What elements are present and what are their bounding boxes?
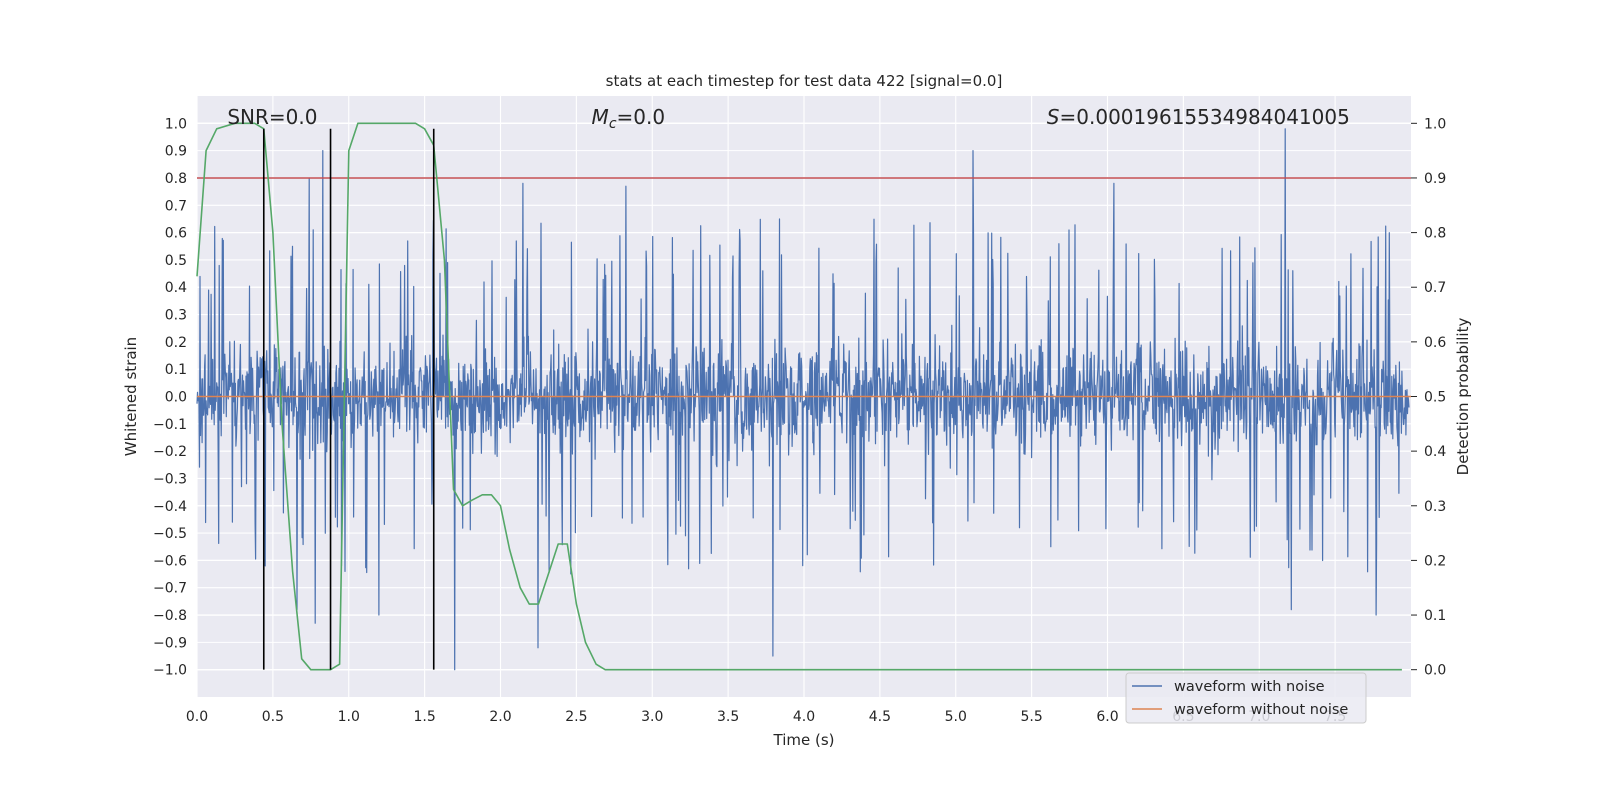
waveform-with-noise-line [196,128,1410,671]
y-right-tick-label-9: 0.1 [1424,608,1446,624]
y-right-axis-ticks: 1.0 0.9 0.8 0.7 0.6 0.5 0.4 0.3 0.2 0.1 0.0 [1411,116,1446,679]
y-right-axis-label: Detection probability [1454,318,1472,476]
y-left-tick-label-20: −1.0 [153,663,187,679]
y-left-tick-label-9: 0.1 [165,362,187,378]
y-left-tick-label-14: −0.4 [153,499,187,515]
x-tick-label-10: 5.0 [945,709,967,725]
y-left-tick-label-18: −0.8 [153,608,187,624]
y-left-tick-label-12: −0.2 [153,444,187,460]
waveform-without-noise-series [197,177,1411,398]
score-annotation: S=0.00019615534984041005 [1047,105,1350,129]
y-left-tick-label-16: −0.6 [153,553,187,569]
x-tick-label-6: 3.0 [641,709,663,725]
y-left-axis-ticks: 1.0 0.9 0.8 0.7 0.6 0.5 0.4 0.3 0.2 0.1 0.0 −0.1 −0.… [153,116,187,678]
y-left-tick-label-10: 0.0 [165,390,187,406]
detection-probability-series [196,122,1402,671]
s-symbol: S [1047,105,1060,129]
chirp-mass-annotation: Mc=0.0 [592,105,666,132]
y-left-axis-label: Whitened strain [122,337,140,456]
y-left-tick-label-0: 1.0 [165,116,187,132]
legend-box [1125,672,1367,724]
x-tick-label-1: 0.5 [262,709,284,725]
x-tick-label-8: 4.0 [793,709,815,725]
mc-value: =0.0 [617,105,666,129]
y-right-tick-label-0: 1.0 [1424,116,1446,132]
y-right-tick-label-2: 0.8 [1424,226,1446,242]
y-left-tick-label-7: 0.3 [165,308,187,324]
y-left-tick-label-4: 0.6 [165,226,187,242]
y-left-tick-label-19: −0.9 [153,635,187,651]
chart-title: stats at each timestep for test data 422… [606,72,1003,90]
legend-label-noise: waveform with noise [1174,679,1325,695]
x-tick-label-0: 0.0 [186,709,208,725]
y-left-tick-label-8: 0.2 [165,335,187,351]
x-tick-label-12: 6.0 [1096,709,1118,725]
s-value: =0.00019615534984041005 [1060,105,1350,129]
legend-label-clean: waveform without noise [1174,702,1348,718]
x-tick-label-2: 1.0 [338,709,360,725]
x-axis-label: Time (s) [773,731,835,749]
y-right-tick-label-5: 0.5 [1424,390,1446,406]
y-left-tick-label-3: 0.7 [165,198,187,214]
x-tick-label-3: 1.5 [413,709,435,725]
y-left-tick-label-2: 0.8 [165,171,187,187]
y-left-tick-label-15: −0.5 [153,526,187,542]
y-left-tick-label-17: −0.7 [153,581,187,597]
y-right-tick-label-1: 0.9 [1424,171,1446,187]
mc-subscript: c [609,116,617,132]
y-right-tick-label-10: 0.0 [1424,663,1446,679]
legend: waveform with noise waveform without noi… [1125,672,1367,724]
x-tick-label-9: 4.5 [869,709,891,725]
y-right-tick-label-7: 0.3 [1424,499,1446,515]
x-tick-label-4: 2.0 [489,709,511,725]
x-tick-label-11: 5.5 [1020,709,1042,725]
y-left-tick-label-5: 0.5 [165,253,187,269]
waveform-with-noise-series [196,128,1410,671]
marker-lines [262,128,435,670]
y-left-tick-label-11: −0.1 [153,417,187,433]
y-left-tick-label-1: 0.9 [165,144,187,160]
mc-symbol: M [592,105,609,129]
x-tick-label-5: 2.5 [565,709,587,725]
y-left-tick-label-13: −0.3 [153,471,187,487]
y-right-tick-label-6: 0.4 [1424,444,1446,460]
y-right-tick-label-4: 0.6 [1424,335,1446,351]
y-right-tick-label-8: 0.2 [1424,553,1446,569]
snr-annotation: SNR=0.0 [227,105,317,129]
y-left-tick-label-6: 0.4 [165,280,187,296]
y-right-tick-label-3: 0.7 [1424,280,1446,296]
detection-probability-line [196,122,1402,671]
x-tick-label-7: 3.5 [717,709,739,725]
